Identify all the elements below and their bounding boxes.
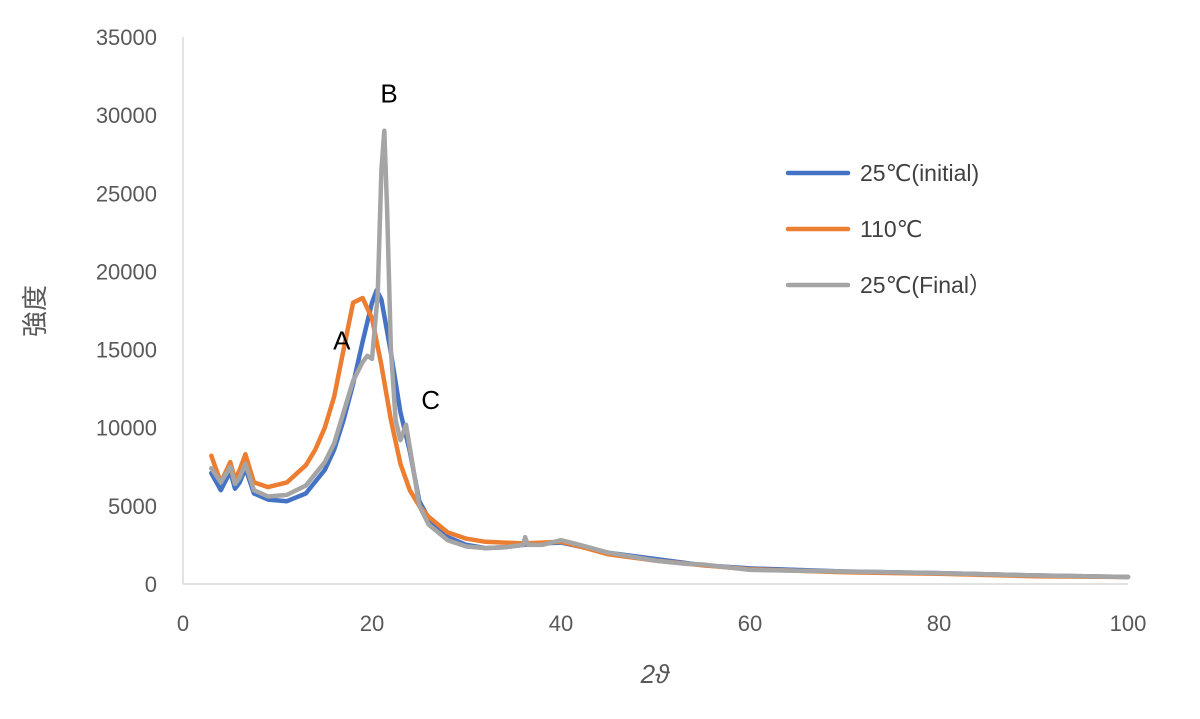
x-axis-title: 2ϑ — [640, 659, 670, 689]
legend-label: 25℃(initial) — [860, 160, 979, 186]
y-tick-label: 20000 — [96, 259, 157, 284]
x-tick-label: 100 — [1110, 611, 1147, 636]
annotation-layer: A B C — [333, 79, 440, 415]
x-tick-label: 40 — [549, 611, 573, 636]
y-axis-title: 強度 — [20, 285, 50, 337]
legend-label: 25℃(Final） — [860, 272, 992, 298]
y-tick-label: 30000 — [96, 103, 157, 128]
legend: 25℃(initial) 110℃ 25℃(Final） — [785, 160, 992, 298]
x-tick-label: 20 — [360, 611, 384, 636]
x-tick-label: 0 — [177, 611, 189, 636]
y-tick-label: 10000 — [96, 416, 157, 441]
y-tick-label: 35000 — [96, 25, 157, 50]
legend-label: 110℃ — [860, 216, 923, 242]
annotation-label: A — [333, 326, 351, 356]
annotation-label: C — [421, 385, 440, 415]
y-tick-label: 15000 — [96, 338, 157, 363]
y-axis: 0 5000 10000 15000 20000 25000 30000 35000 — [96, 25, 184, 597]
y-tick-label: 0 — [145, 572, 157, 597]
x-tick-label: 80 — [927, 611, 951, 636]
x-tick-label: 60 — [738, 611, 762, 636]
x-axis: 0 20 40 60 80 100 — [177, 583, 1147, 636]
annotation-label: B — [380, 79, 397, 109]
series-line-3 — [209, 128, 1131, 580]
y-tick-label: 5000 — [108, 494, 157, 519]
y-tick-label: 25000 — [96, 181, 157, 206]
series-layer — [209, 128, 1131, 580]
